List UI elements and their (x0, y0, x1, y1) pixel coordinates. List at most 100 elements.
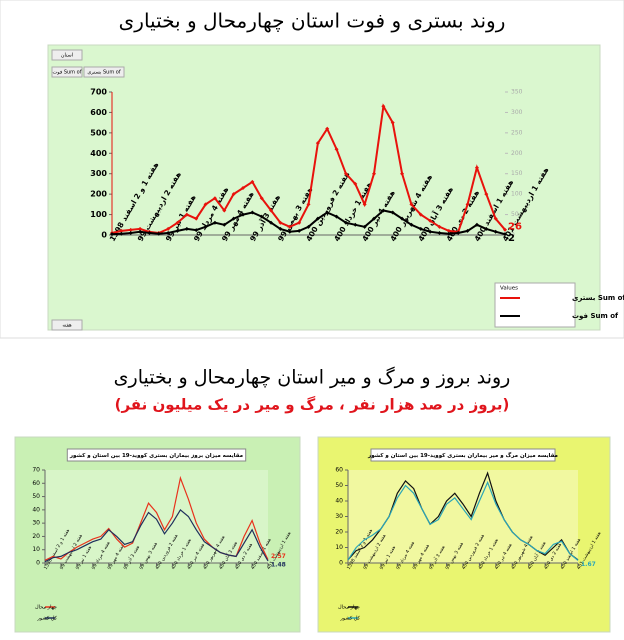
y-tick-label: 30 (335, 513, 343, 520)
y2-tick-label: 250 (511, 129, 523, 136)
pivot-button[interactable] (83, 66, 125, 78)
y-tick-label: 0 (36, 560, 40, 567)
series-marker (353, 222, 358, 227)
section-subtitle: (بروز در صد هزار نفر ، مرگ و میر در یک م… (115, 396, 510, 414)
series-marker (325, 210, 330, 215)
series-marker (418, 226, 423, 231)
series-marker (241, 186, 245, 191)
series-marker (353, 181, 358, 186)
series-marker (400, 171, 405, 176)
legend-label: کل کشور (339, 616, 360, 622)
series-marker (372, 171, 376, 176)
data-label: 2 (508, 233, 515, 244)
series-marker (437, 224, 442, 229)
y2-tick-label: 50 (511, 211, 519, 218)
page-title: روند بستری و فوت استان چهارمحال و بختیار… (119, 9, 506, 33)
series-marker (119, 228, 124, 233)
y-tick-label: 0 (339, 560, 343, 567)
series-marker (231, 216, 236, 221)
series-marker (287, 229, 292, 234)
y2-tick-label: 0 (511, 232, 515, 239)
series-marker (297, 228, 302, 233)
series-marker (390, 210, 395, 215)
series-marker (306, 202, 311, 207)
series-marker (484, 226, 489, 231)
series-marker (334, 214, 339, 219)
series-marker (372, 216, 376, 221)
series-marker (343, 220, 348, 225)
series-marker (315, 141, 320, 146)
series-marker (156, 231, 161, 236)
pivot-button[interactable] (51, 66, 83, 78)
series-marker (250, 179, 255, 184)
series-marker (400, 216, 405, 221)
y-tick-label: 10 (335, 544, 343, 551)
series-marker (474, 222, 479, 227)
series-marker (194, 228, 199, 233)
y2-tick-label: 350 (511, 89, 523, 96)
series-marker (493, 216, 498, 221)
series-marker (428, 218, 433, 223)
pivot-button[interactable] (51, 319, 83, 331)
series-marker (362, 224, 367, 229)
series-marker (259, 196, 264, 201)
series-marker (184, 212, 189, 217)
legend-label: Sum of فوت (572, 312, 619, 320)
series-marker (409, 222, 414, 227)
y-tick-label: 600 (90, 108, 107, 117)
pivot-button-label[interactable]: Sum of فوت (53, 70, 82, 76)
pivot-button-label[interactable]: Sum of بستری (87, 70, 120, 76)
series-marker (456, 230, 461, 235)
y-tick-label: 700 (90, 88, 107, 97)
series-marker (334, 147, 339, 152)
y-tick-label: 60 (32, 480, 40, 487)
y2-tick-label: 300 (511, 109, 523, 116)
series-marker (306, 224, 311, 229)
series-marker (484, 192, 489, 197)
series-marker (315, 216, 320, 221)
series-marker (446, 231, 451, 236)
legend-label: Sum of بستری (572, 294, 624, 302)
y-tick-label: 20 (335, 529, 343, 536)
series-marker (437, 230, 442, 235)
series-marker (474, 165, 479, 170)
series-marker (381, 104, 386, 109)
series-marker (287, 224, 292, 229)
series-line (44, 508, 269, 563)
legend-label: چهار محال (35, 605, 57, 611)
y-tick-label: 500 (90, 128, 107, 137)
data-label: 1.67 (581, 561, 596, 568)
series-marker (166, 226, 171, 231)
series-marker (418, 212, 423, 217)
series-marker (409, 202, 414, 207)
series-marker (269, 208, 274, 213)
y-tick-label: 70 (32, 467, 40, 474)
pivot-button[interactable] (51, 49, 83, 61)
series-marker (128, 227, 133, 232)
series-marker (297, 220, 302, 225)
series-marker (503, 227, 507, 232)
section-title: روند بروز و مرگ و میر استان چهارمحال و ب… (114, 367, 511, 389)
series-marker (138, 229, 143, 234)
series-marker (128, 230, 133, 235)
pivot-button-label[interactable]: هفته (62, 323, 72, 329)
series-marker (110, 232, 114, 237)
legend-label: چهار محال (338, 605, 360, 611)
data-label: 1.48 (271, 562, 286, 569)
series-marker (241, 212, 245, 217)
legend-label: کل کشور (36, 616, 57, 622)
series-marker (278, 226, 283, 231)
chart-title-box (66, 448, 247, 462)
y-tick-label: 20 (32, 533, 40, 540)
series-marker (212, 220, 217, 225)
y-tick-label: 60 (335, 467, 343, 474)
series-marker (222, 222, 227, 227)
pivot-button-label[interactable]: استان (61, 53, 73, 59)
series-marker (119, 231, 124, 236)
series-marker (465, 202, 470, 207)
chart-title: مقایسه میزان مرگ و میر بیماران بستری کوو… (367, 451, 558, 459)
series-marker (184, 226, 189, 231)
data-label: 26 (508, 222, 522, 233)
legend-box (494, 282, 576, 328)
